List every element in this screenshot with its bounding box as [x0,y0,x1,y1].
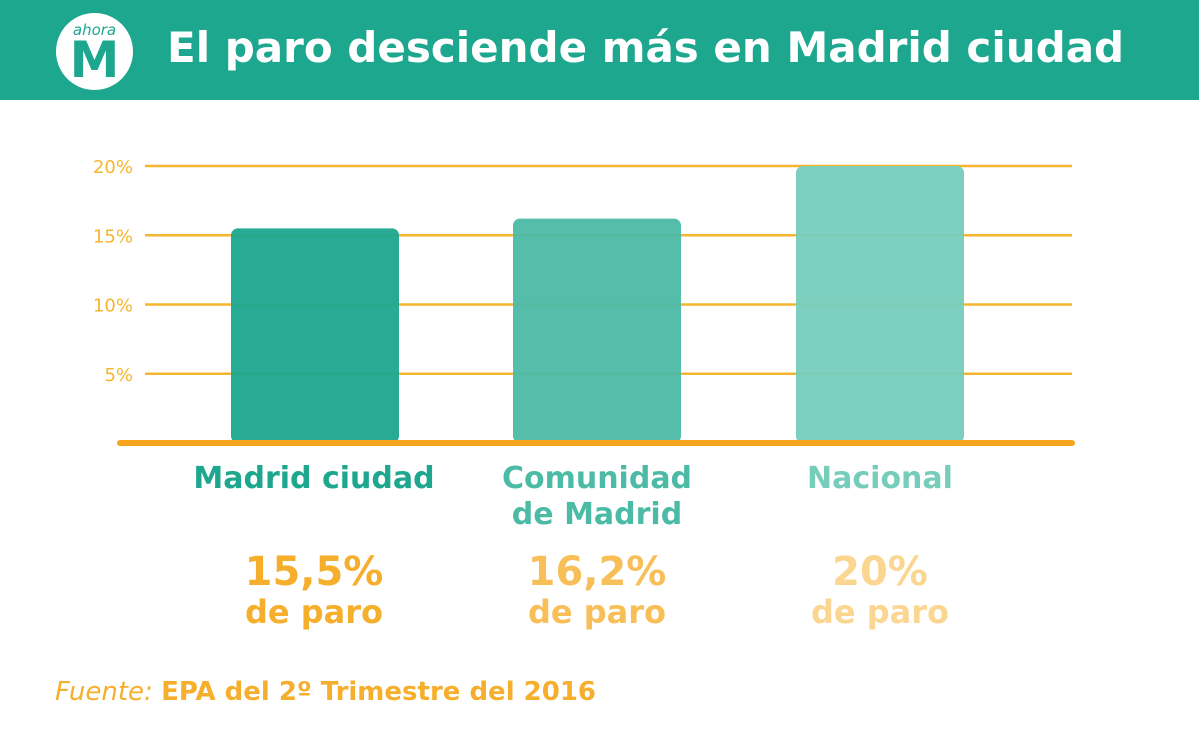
value-label-comunidad-de-madrid: 16,2% [527,549,667,595]
value-sublabel-madrid-ciudad: de paro [244,593,383,631]
bar [231,228,399,443]
category-label-madrid-ciudad: Madrid ciudad [169,461,459,497]
y-tick-label: 10% [93,296,133,317]
value-label-nacional: 20% [832,549,928,595]
y-tick-label: 15% [93,226,133,247]
logo-big-letter: M [69,31,120,89]
value-label-madrid-ciudad: 15,5% [244,549,384,595]
category-label-line: Nacional [807,461,953,496]
header-bar: ahora M El paro desciende más en Madrid … [0,0,1199,100]
logo-small-text: ahora [72,21,117,39]
category-label-line: Madrid ciudad [193,461,435,496]
y-tick-label: 5% [104,365,133,386]
category-label-line: Comunidad [501,461,693,496]
y-tick-label: 20% [93,157,133,178]
value-sublabel-nacional: de paro [810,593,949,631]
category-label-comunidad-de-madrid: Comunidad de Madrid [452,461,742,533]
source-label: Fuente: [55,677,153,707]
source-text: EPA del 2º Trimestre del 2016 [161,677,597,707]
bar [796,166,964,443]
ahora-madrid-logo: ahora M [56,13,133,90]
category-label-line: de Madrid [511,497,683,532]
value-sublabel-comunidad-de-madrid: de paro [527,593,666,631]
page-title: El paro desciende más en Madrid ciudad [167,23,1125,72]
bar [513,218,681,443]
category-label-nacional: Nacional [735,461,1025,497]
source-note: Fuente: EPA del 2º Trimestre del 2016 [55,677,596,707]
